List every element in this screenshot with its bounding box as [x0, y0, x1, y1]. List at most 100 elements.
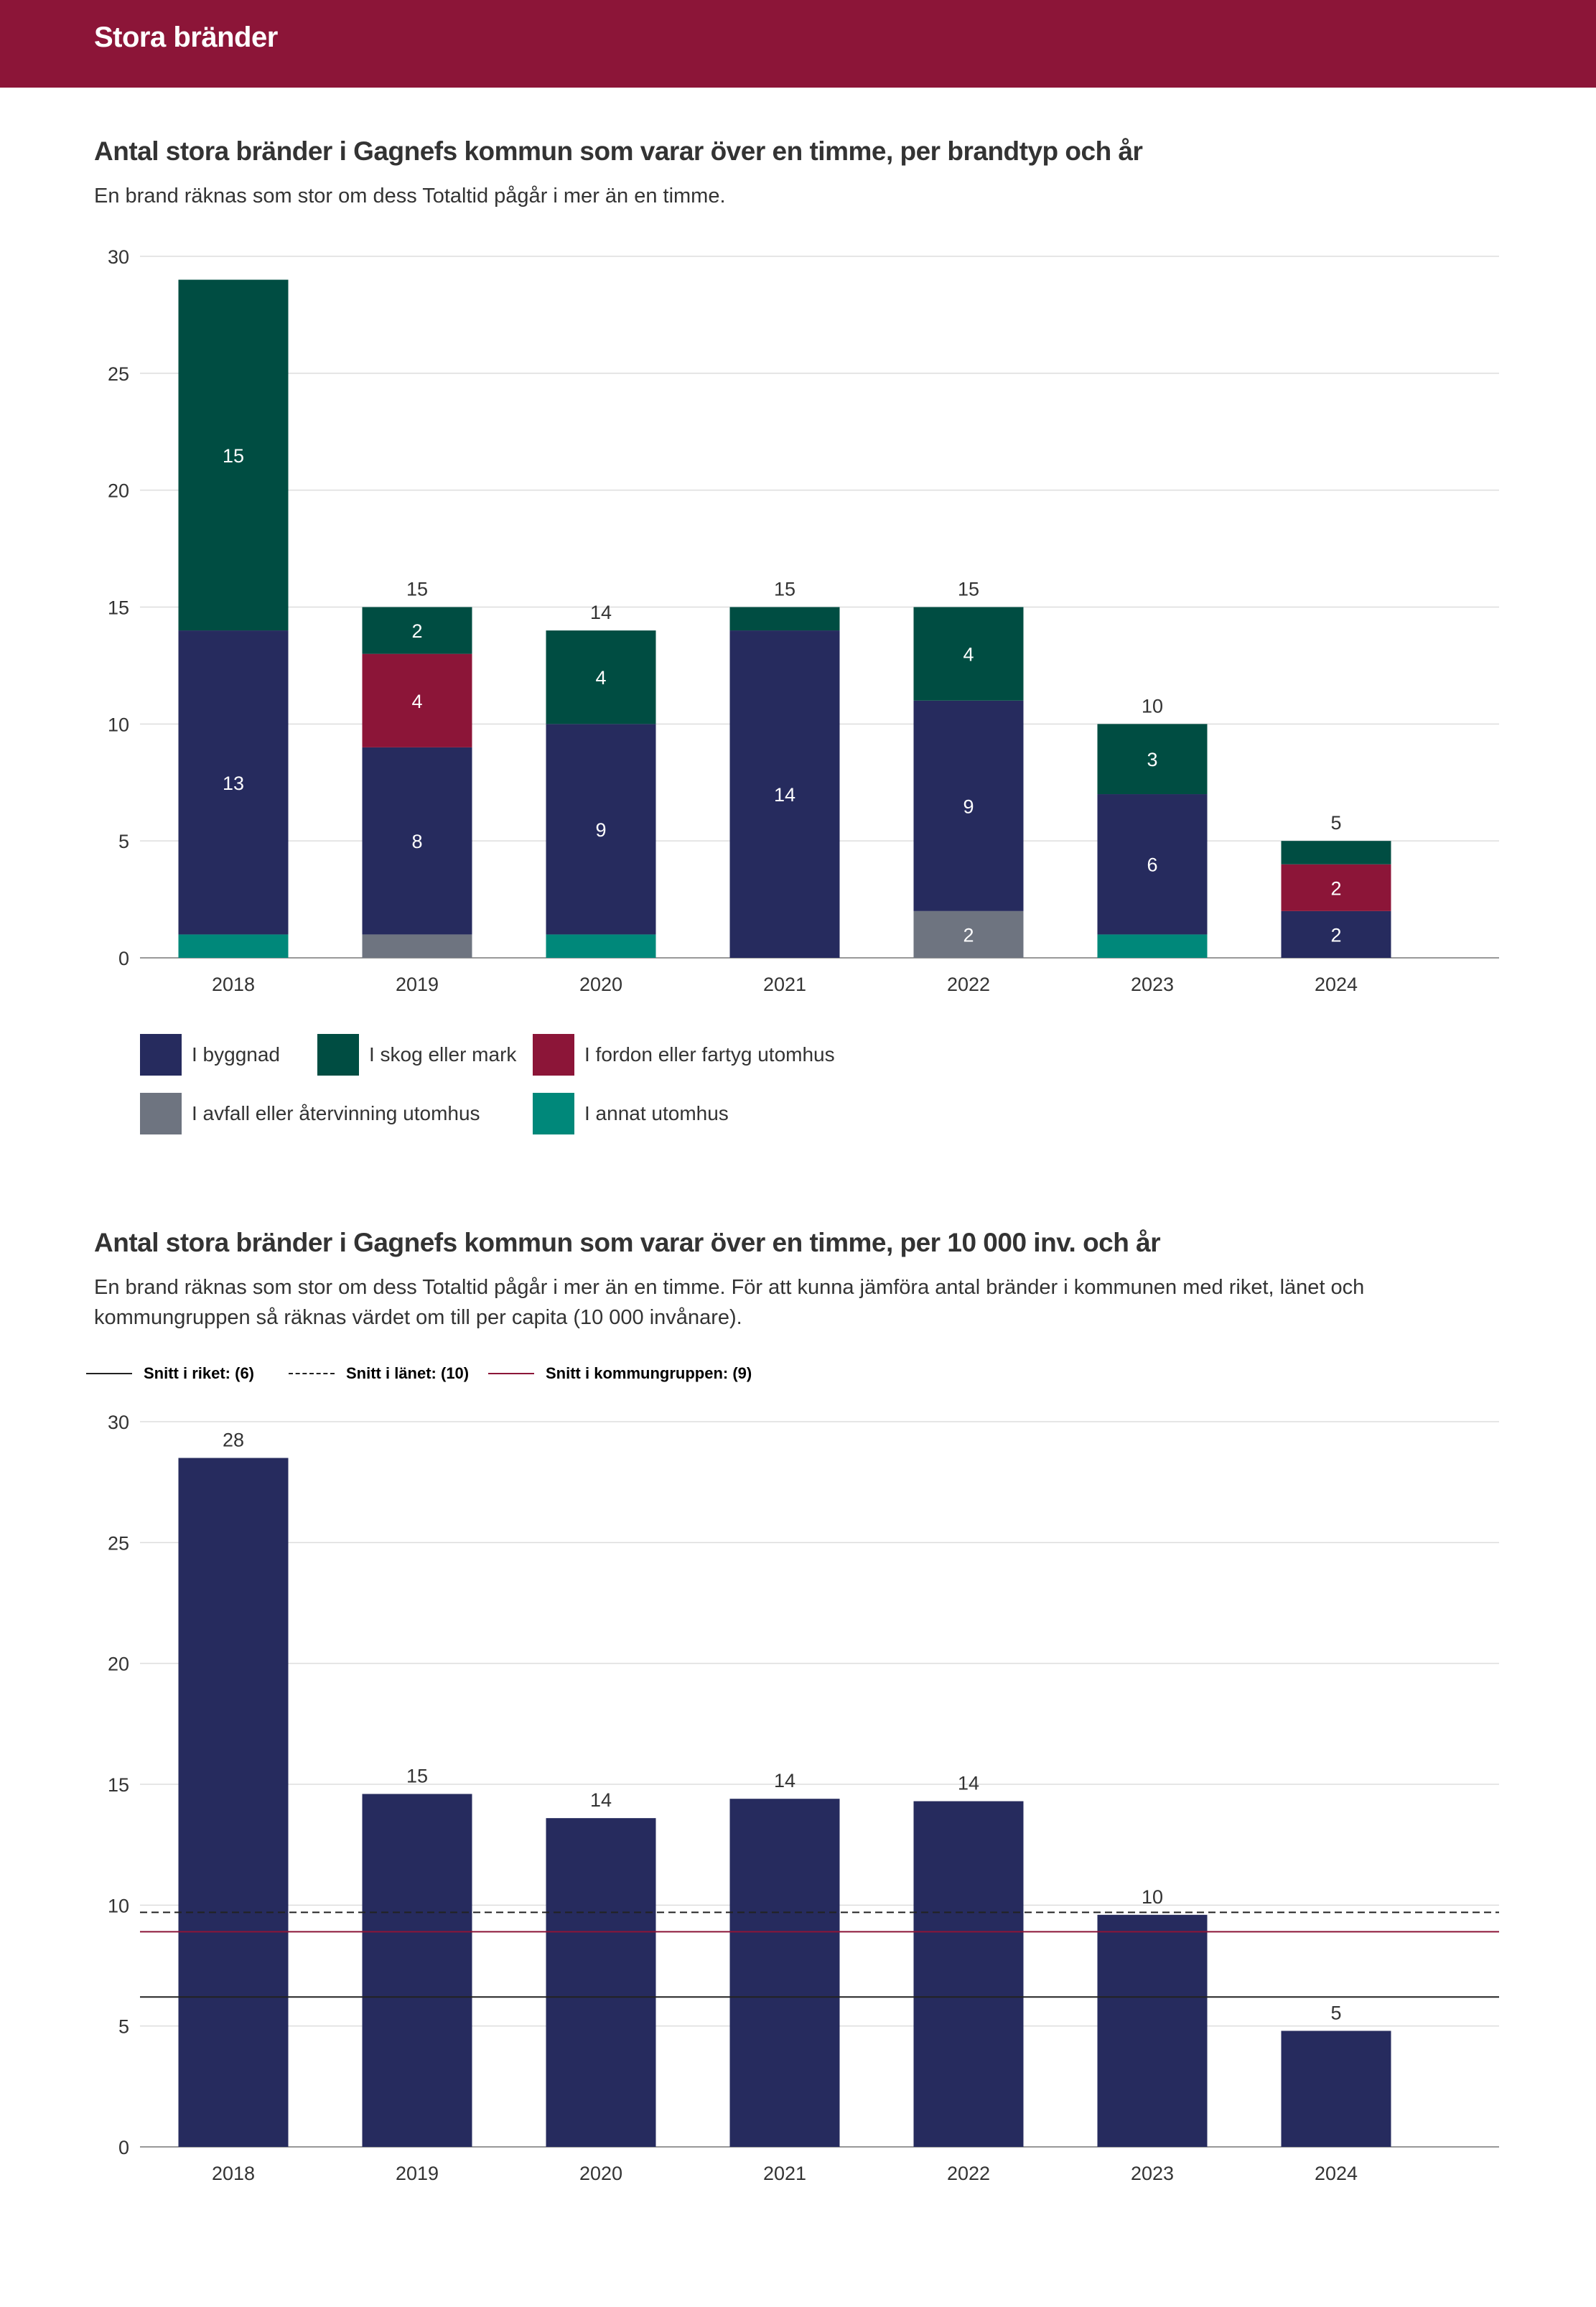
y-tick-label: 30	[108, 246, 129, 268]
legend-line-swatch-riket	[86, 1373, 132, 1374]
legend-swatch-annat	[533, 1093, 574, 1134]
y-tick-label: 30	[108, 1412, 129, 1433]
legend-label-skog: I skog eller mark	[369, 1043, 517, 1066]
bar-2020	[546, 1818, 656, 2147]
y-tick-label: 5	[118, 831, 129, 852]
chart2-legend: Snitt i riket: (6) Snitt i länet: (10) S…	[86, 1364, 804, 1393]
chart1-title: Antal stora bränder i Gagnefs kommun som…	[94, 136, 1143, 166]
bar-value-label-2019: 15	[406, 1765, 428, 1786]
legend-swatch-skog	[317, 1034, 359, 1076]
legend-item-fordon: I fordon eller fartyg utomhus	[533, 1034, 835, 1076]
bar-segment-2019-4	[362, 607, 472, 654]
bar-value-label-2022: 14	[958, 1773, 979, 1794]
chart1-legend: I byggnad I skog eller mark I fordon ell…	[140, 1034, 1002, 1134]
legend-label-annat: I annat utomhus	[584, 1102, 729, 1124]
segment-label-2022-2: 9	[963, 796, 974, 817]
bar-segment-2023-4	[1097, 724, 1208, 795]
bar-segment-2020-4	[546, 630, 656, 724]
chart2-plot: 0 5 10 15 20 25 30 2018 2019 2020 2021 2022 2023 2024…	[108, 1412, 1499, 2184]
y-tick-label: 10	[108, 714, 129, 735]
x-tick-label-2023: 2023	[1131, 974, 1174, 995]
bar-segment-2024-2	[1281, 910, 1391, 958]
bar-segment-2022-4	[913, 607, 1024, 701]
bar-segment-2021-4	[729, 607, 840, 631]
legend-line-swatch-kommungrupp	[488, 1373, 534, 1374]
segment-label-2022-4: 4	[963, 644, 974, 666]
x-tick-label-2022: 2022	[947, 974, 990, 995]
x-tick-label-2018: 2018	[212, 974, 255, 995]
segment-label-2019-4: 2	[411, 620, 422, 642]
bar-2024	[1281, 2031, 1391, 2147]
segment-label-2023-2: 6	[1147, 854, 1157, 876]
bar-2022	[913, 1801, 1024, 2147]
legend-swatch-byggnad	[140, 1034, 182, 1076]
y-tick-label: 15	[108, 597, 129, 619]
legend-line-label-lanet: Snitt i länet: (10)	[346, 1364, 470, 1382]
x-tick-label-2021: 2021	[763, 974, 806, 995]
legend-item-skog: I skog eller mark	[317, 1034, 516, 1076]
x-tick-label-2020: 2020	[579, 2163, 622, 2184]
total-label-2022: 15	[958, 579, 979, 600]
bar-segment-2020-2	[546, 724, 656, 935]
x-tick-label-2021: 2021	[763, 2163, 806, 2184]
bar-segment-2019-1	[362, 934, 472, 958]
legend-line-riket: Snitt i riket: (6)	[86, 1364, 254, 1383]
y-tick-label: 20	[108, 480, 129, 502]
legend-item-byggnad: I byggnad	[140, 1034, 280, 1076]
segment-label-2024-3: 2	[1330, 877, 1341, 899]
bar-2019	[362, 1794, 472, 2147]
legend-line-swatch-lanet	[289, 1373, 335, 1374]
bar-segment-2019-3	[362, 653, 472, 747]
y-tick-label: 25	[108, 363, 129, 385]
legend-swatch-avfall	[140, 1093, 182, 1134]
total-label-2023: 10	[1142, 695, 1163, 717]
x-tick-label-2020: 2020	[579, 974, 622, 995]
bar-value-label-2021: 14	[774, 1770, 795, 1791]
segment-label-2020-4: 4	[595, 667, 606, 689]
bar-segment-2018-0	[178, 934, 289, 958]
chart1-subtitle: En brand räknas som stor om dess Totalti…	[94, 185, 726, 208]
x-tick-label-2024: 2024	[1315, 974, 1358, 995]
bar-segment-2018-2	[178, 630, 289, 935]
y-tick-label: 25	[108, 1532, 129, 1554]
bar-value-label-2024: 5	[1330, 2002, 1341, 2023]
chart2-subtitle: En brand räknas som stor om dess Totalti…	[94, 1276, 1365, 1329]
bar-segment-2023-0	[1097, 934, 1208, 958]
bar-segment-2022-2	[913, 700, 1024, 911]
bar-segment-2024-3	[1281, 864, 1391, 911]
y-tick-label: 0	[118, 948, 129, 969]
segment-label-2019-3: 4	[411, 691, 422, 712]
bar-segment-2021-2	[729, 630, 840, 958]
bar-2021	[729, 1799, 840, 2147]
legend-label-fordon: I fordon eller fartyg utomhus	[584, 1043, 835, 1066]
bar-segment-2022-1	[913, 910, 1024, 958]
segment-label-2023-4: 3	[1147, 749, 1157, 770]
legend-line-label-riket: Snitt i riket: (6)	[144, 1364, 255, 1382]
x-tick-label-2019: 2019	[396, 974, 439, 995]
bar-segment-2018-4	[178, 279, 289, 631]
legend-swatch-fordon	[533, 1034, 574, 1076]
chart2-title: Antal stora bränder i Gagnefs kommun som…	[94, 1228, 1161, 1257]
page-title: Stora bränder	[94, 22, 278, 53]
y-tick-label: 0	[118, 2137, 129, 2158]
x-tick-label-2024: 2024	[1315, 2163, 1358, 2184]
legend-item-avfall: I avfall eller återvinning utomhus	[140, 1093, 480, 1134]
header-banner: Stora bränder	[0, 0, 1596, 88]
legend-label-avfall: I avfall eller återvinning utomhus	[192, 1102, 480, 1124]
bar-segment-2023-2	[1097, 794, 1208, 935]
segment-label-2021-2: 14	[774, 784, 795, 806]
bar-value-label-2020: 14	[590, 1789, 612, 1811]
segment-label-2024-2: 2	[1330, 924, 1341, 946]
x-tick-label-2023: 2023	[1131, 2163, 1174, 2184]
y-tick-label: 5	[118, 2016, 129, 2038]
bar-2023	[1097, 1914, 1208, 2147]
total-label-2024: 5	[1330, 812, 1341, 834]
y-tick-label: 10	[108, 1895, 129, 1916]
total-label-2021: 15	[774, 579, 795, 600]
total-label-2019: 15	[406, 579, 428, 600]
legend-item-annat: I annat utomhus	[533, 1093, 729, 1134]
segment-label-2020-2: 9	[595, 819, 606, 841]
bar-2018	[178, 1458, 289, 2147]
bar-value-label-2018: 28	[223, 1430, 244, 1451]
legend-label-byggnad: I byggnad	[192, 1043, 280, 1066]
